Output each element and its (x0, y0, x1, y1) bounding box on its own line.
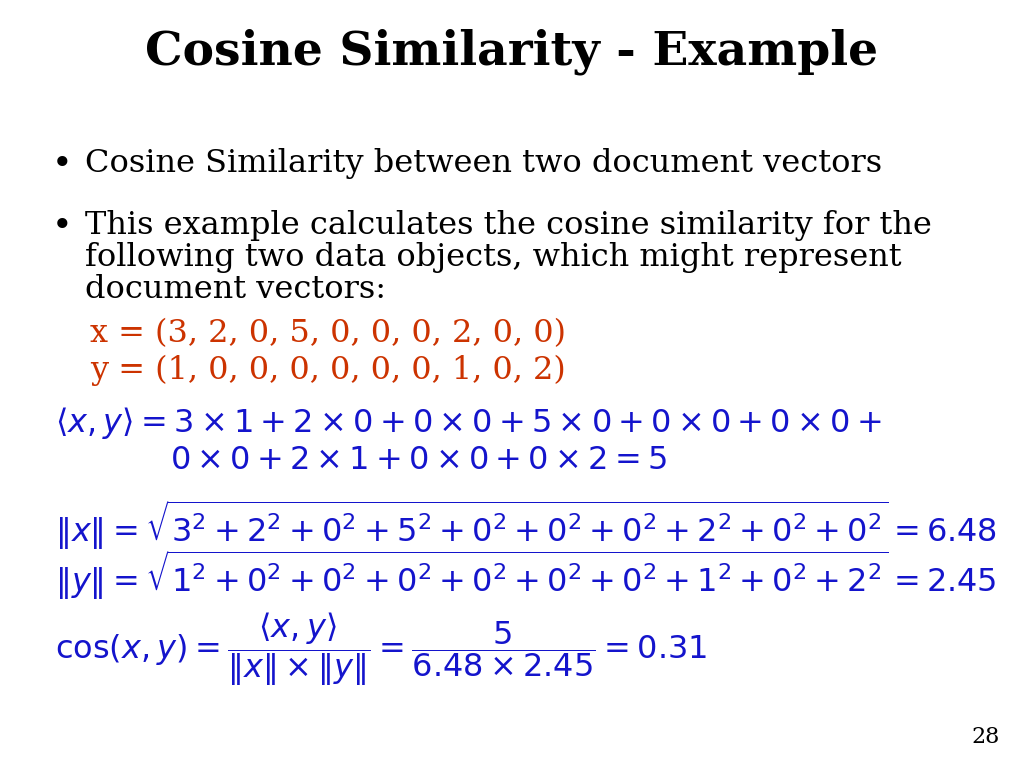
Text: y = (1, 0, 0, 0, 0, 0, 0, 1, 0, 2): y = (1, 0, 0, 0, 0, 0, 0, 1, 0, 2) (90, 355, 565, 386)
Text: •: • (52, 148, 73, 182)
Text: $\|x\| = \sqrt{3^2 + 2^2 + 0^2 + 5^2 + 0^2 + 0^2 + 0^2 + 2^2 + 0^2 + 0^2} = 6.48: $\|x\| = \sqrt{3^2 + 2^2 + 0^2 + 5^2 + 0… (55, 498, 997, 552)
Text: $\cos(x, y) = \dfrac{\langle x,y\rangle}{\|x\|\times\|y\|} = \dfrac{5}{6.48\time: $\cos(x, y) = \dfrac{\langle x,y\rangle}… (55, 610, 708, 688)
Text: following two data objects, which might represent: following two data objects, which might … (85, 242, 901, 273)
Text: x = (3, 2, 0, 5, 0, 0, 0, 2, 0, 0): x = (3, 2, 0, 5, 0, 0, 0, 2, 0, 0) (90, 318, 566, 349)
Text: document vectors:: document vectors: (85, 274, 386, 305)
Text: 28: 28 (972, 726, 1000, 748)
Text: Cosine Similarity - Example: Cosine Similarity - Example (145, 28, 879, 75)
Text: •: • (52, 210, 73, 244)
Text: $0 \times 0 + 2 \times 1 + 0 \times 0 + 0 \times 2 = 5$: $0 \times 0 + 2 \times 1 + 0 \times 0 + … (170, 445, 667, 476)
Text: $\langle x,y\rangle = 3 \times 1 + 2 \times 0 + 0 \times 0 + 5 \times 0 + 0 \tim: $\langle x,y\rangle = 3 \times 1 + 2 \ti… (55, 405, 882, 441)
Text: $\|y\| = \sqrt{1^2 + 0^2 + 0^2 + 0^2 + 0^2 + 0^2 + 0^2 + 1^2 + 0^2 + 2^2} = 2.45: $\|y\| = \sqrt{1^2 + 0^2 + 0^2 + 0^2 + 0… (55, 548, 996, 602)
Text: Cosine Similarity between two document vectors: Cosine Similarity between two document v… (85, 148, 882, 179)
Text: This example calculates the cosine similarity for the: This example calculates the cosine simil… (85, 210, 932, 241)
